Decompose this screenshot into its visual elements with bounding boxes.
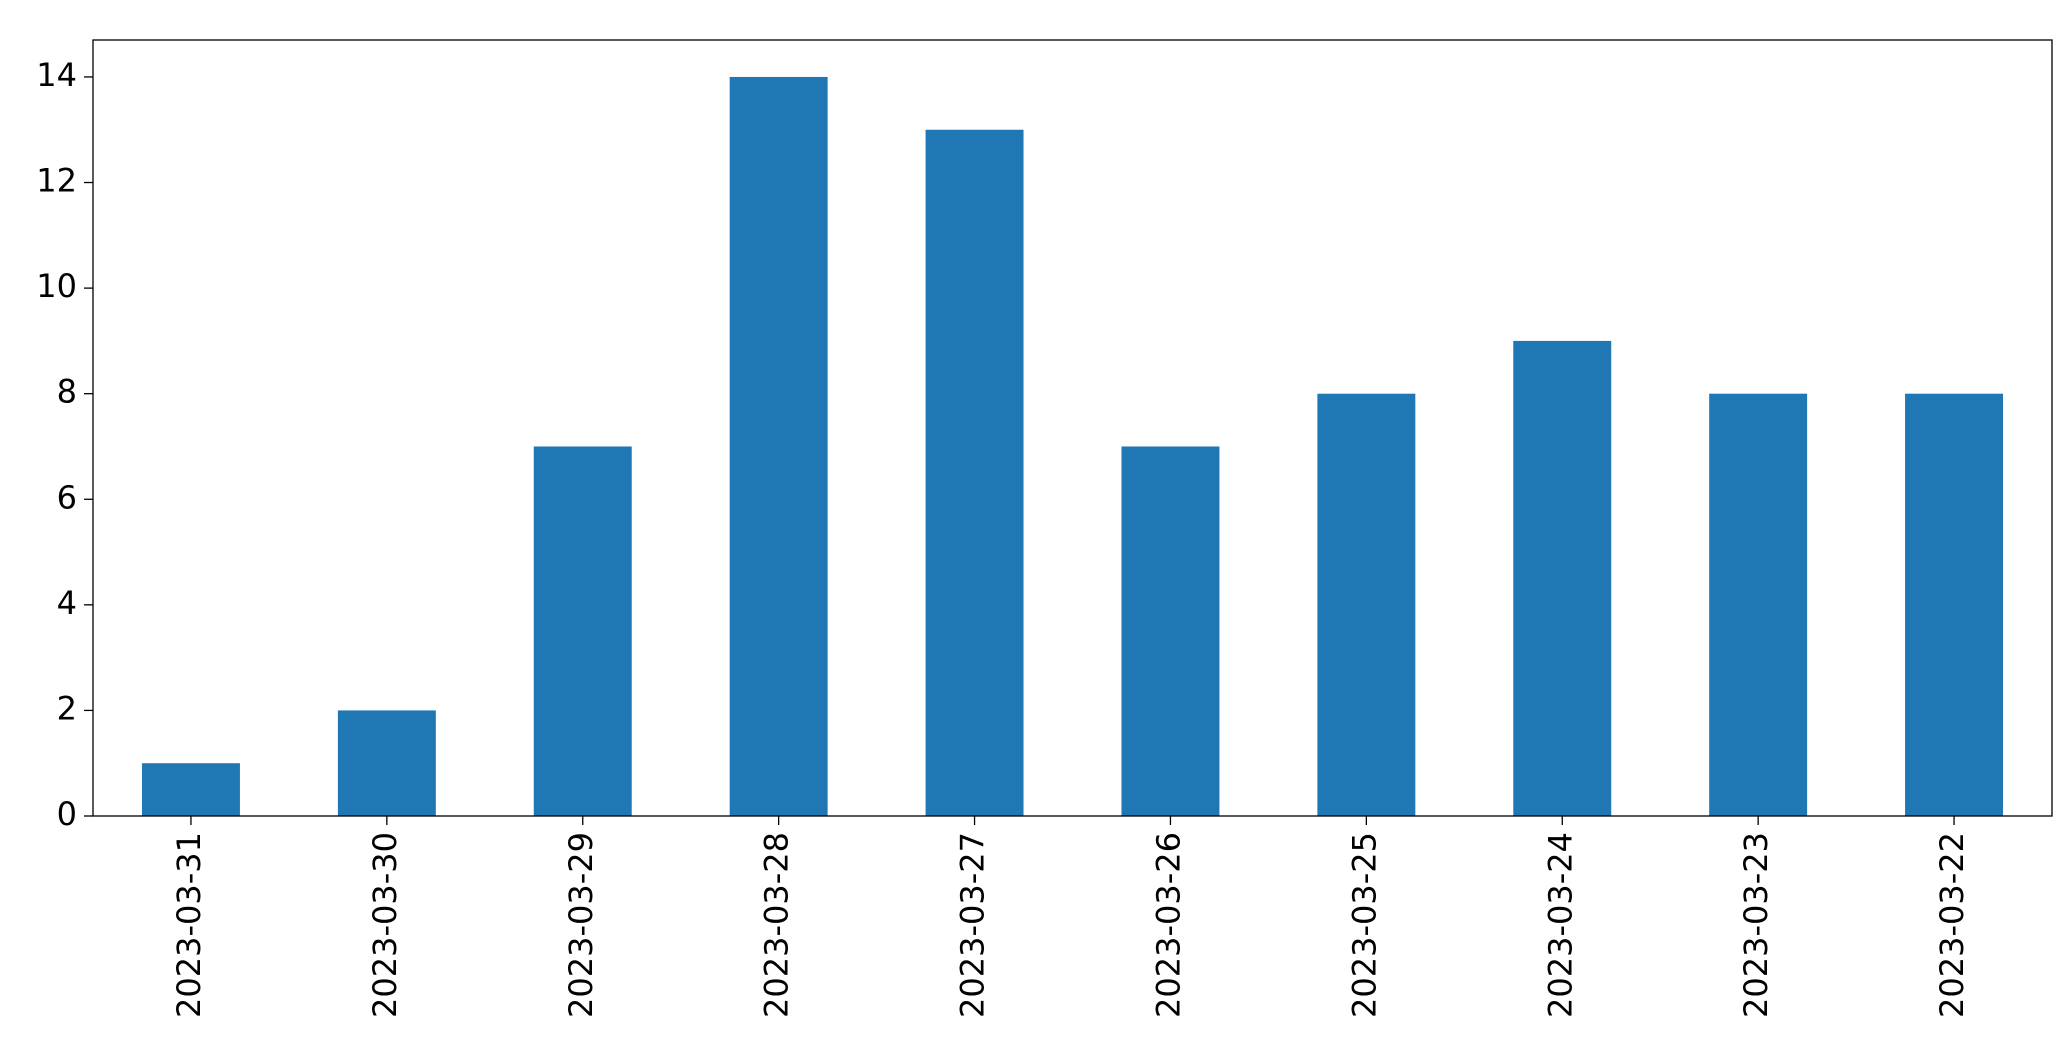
x-tick-label: 2023-03-24 — [1541, 832, 1579, 1018]
x-tick-label: 2023-03-26 — [1149, 832, 1187, 1018]
y-tick-label: 2 — [57, 689, 77, 727]
x-tick-label: 2023-03-27 — [954, 832, 992, 1018]
x-tick-label: 2023-03-29 — [562, 832, 600, 1018]
bar — [1905, 393, 2004, 816]
bar — [925, 129, 1024, 816]
x-tick-label: 2023-03-28 — [758, 832, 796, 1018]
y-tick-label: 14 — [36, 56, 77, 94]
y-tick-label: 4 — [57, 584, 77, 622]
bar — [1709, 393, 1808, 816]
y-tick-label: 6 — [57, 478, 77, 516]
x-tick-label: 2023-03-31 — [170, 832, 208, 1018]
x-tick-label: 2023-03-30 — [366, 832, 404, 1018]
y-tick-label: 10 — [36, 267, 77, 305]
bar — [141, 763, 240, 816]
x-tick-label: 2023-03-23 — [1737, 832, 1775, 1018]
x-tick-label: 2023-03-25 — [1345, 832, 1383, 1018]
bar — [337, 710, 436, 816]
bar — [533, 446, 632, 816]
y-tick-label: 0 — [57, 795, 77, 833]
bar — [1513, 340, 1612, 816]
bar — [1121, 446, 1220, 816]
bar — [1317, 393, 1416, 816]
y-tick-label: 8 — [57, 373, 77, 411]
bar — [729, 76, 828, 816]
y-tick-label: 12 — [36, 162, 77, 200]
axes-frame — [92, 39, 2053, 817]
x-tick-label: 2023-03-22 — [1933, 832, 1971, 1018]
